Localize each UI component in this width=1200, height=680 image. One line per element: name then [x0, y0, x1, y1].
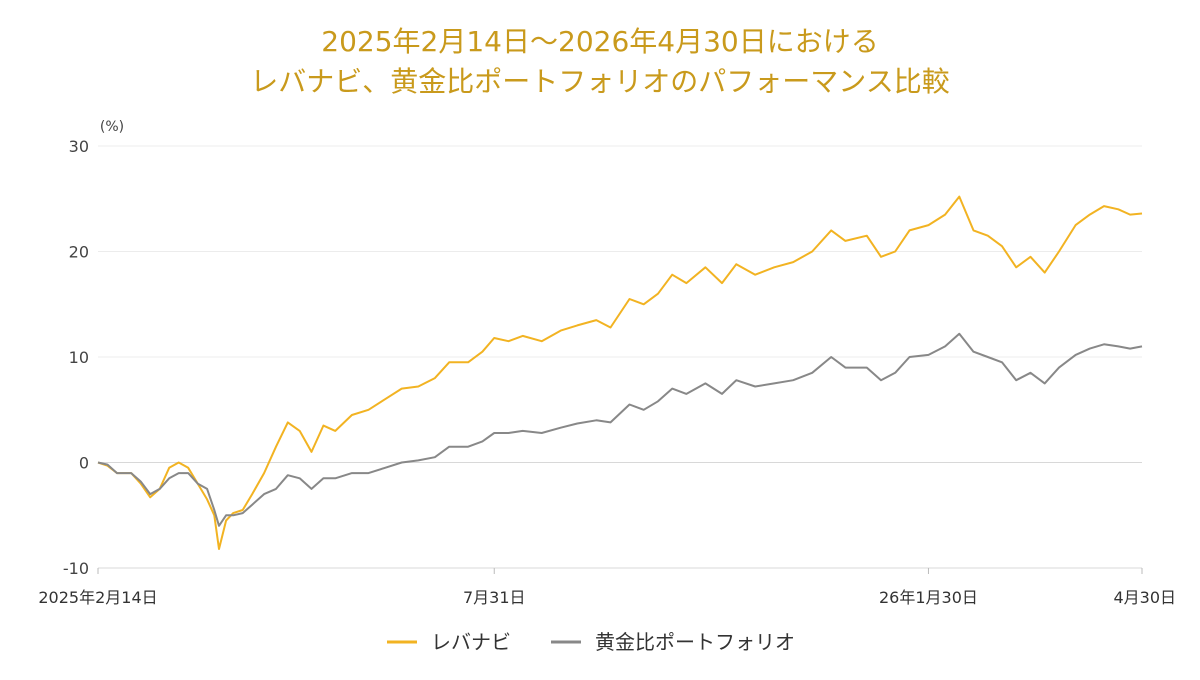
series-lines: [97, 195, 1143, 550]
y-tick-label: 0: [79, 454, 89, 473]
legend-label: 黄金比ポートフォリオ: [595, 630, 795, 654]
series-line: [97, 195, 1143, 550]
y-axis-unit: (%): [100, 119, 124, 135]
x-tick-label: 2025年2月14日: [38, 588, 157, 607]
legend-label: レバナビ: [431, 630, 511, 654]
x-axis: 2025年2月14日 7月31日 26年1月30日 4月30日: [38, 567, 1176, 607]
x-tick-label: 26年1月30日: [879, 588, 978, 607]
y-tick-label: -10: [63, 559, 89, 578]
x-tick-label: 7月31日: [463, 588, 526, 607]
chart-title-line-1: 2025年2月14日〜2026年4月30日における: [321, 25, 879, 58]
legend: レバナビ 黄金比ポートフォリオ: [387, 630, 795, 654]
chart-title-line-2: レバナビ、黄金比ポートフォリオのパフォーマンス比較: [250, 65, 950, 98]
y-tick-label: 30: [69, 137, 89, 156]
y-tick-label: 20: [69, 243, 89, 262]
x-tick-label: 4月30日: [1113, 588, 1176, 607]
y-axis: (%) 30 20 10 0 -10: [63, 119, 124, 578]
chart-title: 2025年2月14日〜2026年4月30日における レバナビ、黄金比ポートフォリ…: [0, 22, 1200, 102]
series-line: [97, 332, 1143, 527]
y-tick-label: 10: [69, 348, 89, 367]
